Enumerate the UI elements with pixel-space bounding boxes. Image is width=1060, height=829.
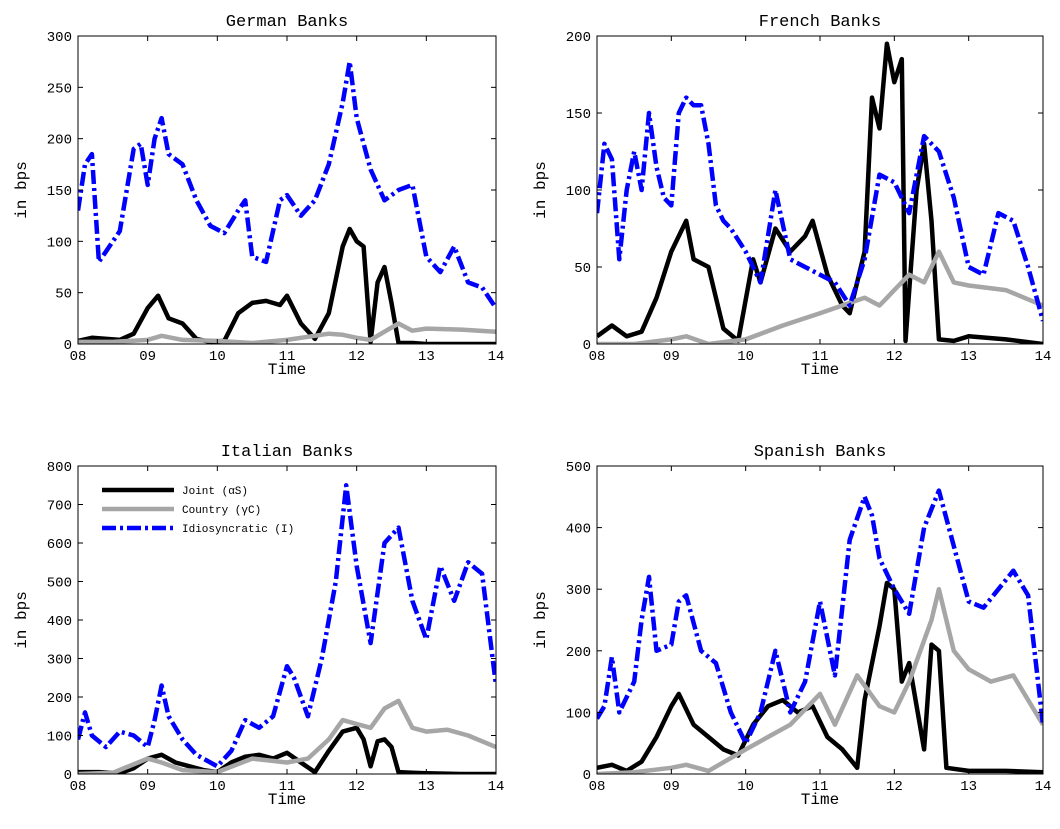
series-line-country — [597, 586, 1043, 774]
y-tick-label: 150 — [47, 184, 72, 200]
axes-box — [596, 465, 1044, 775]
x-tick-label: 08 — [589, 779, 606, 795]
y-tick-label: 800 — [47, 460, 72, 476]
series-group — [78, 483, 496, 774]
y-tick-label: 700 — [47, 499, 72, 515]
y-tick-label: 100 — [566, 184, 591, 200]
y-tick-label: 100 — [47, 235, 72, 251]
y-axis-label: in bps — [532, 161, 550, 219]
y-tick-label: 0 — [583, 338, 591, 354]
axes-box — [596, 35, 1044, 345]
x-axis-label: Time — [268, 791, 306, 809]
legend: Joint (αS) Country (γC) Idiosyncratic (I) — [102, 486, 294, 536]
chart-title: Spanish Banks — [754, 443, 887, 462]
x-tick-label: 09 — [663, 349, 680, 365]
x-tick-label: 12 — [886, 779, 903, 795]
legend-label: Joint (αS) — [182, 486, 248, 498]
x-tick-label: 10 — [737, 779, 754, 795]
series-line-country — [78, 698, 496, 774]
panel-french-banks: 08 09 10 11 12 13 14 0 50 100 150 200 French Banks Ti… — [532, 13, 1051, 379]
series-line-joint — [597, 580, 1043, 774]
x-tick-label: 10 — [209, 779, 226, 795]
x-axis-label: Time — [801, 361, 839, 379]
series-line-joint — [78, 226, 496, 344]
y-tick-label: 300 — [47, 30, 72, 46]
y-tick-label: 100 — [47, 730, 72, 746]
series-line-idiosyncratic — [597, 488, 1043, 746]
chart-title: French Banks — [759, 13, 881, 32]
x-tick-label: 13 — [960, 779, 977, 795]
series-line-idiosyncratic — [78, 59, 496, 310]
legend-label: Idiosyncratic (I) — [182, 524, 294, 536]
x-tick-label: 14 — [1035, 349, 1052, 365]
series-line-country — [597, 249, 1043, 344]
y-tick-label: 500 — [566, 460, 591, 476]
x-tick-label: 14 — [488, 779, 505, 795]
y-tick-label: 300 — [47, 653, 72, 669]
x-tick-label: 09 — [663, 779, 680, 795]
x-tick-label: 13 — [418, 349, 435, 365]
y-axis-label: in bps — [13, 591, 31, 649]
y-tick-label: 500 — [47, 576, 72, 592]
x-tick-label: 11 — [279, 349, 296, 365]
x-tick-label: 10 — [737, 349, 754, 365]
x-tick-label: 14 — [1035, 779, 1052, 795]
y-tick-label: 50 — [574, 261, 591, 277]
legend-label: Country (γC) — [182, 505, 261, 517]
series-line-country — [78, 321, 496, 344]
y-tick-label: 150 — [566, 107, 591, 123]
y-tick-label: 200 — [566, 30, 591, 46]
x-tick-label: 08 — [589, 349, 606, 365]
x-tick-label: 13 — [418, 779, 435, 795]
x-axis-label: Time — [801, 791, 839, 809]
x-axis-label: Time — [268, 361, 306, 379]
chart-title: German Banks — [226, 13, 348, 32]
y-tick-label: 200 — [566, 645, 591, 661]
y-tick-label: 600 — [47, 537, 72, 553]
y-tick-label: 200 — [47, 133, 72, 149]
y-tick-label: 400 — [47, 614, 72, 630]
y-tick-label: 0 — [64, 338, 72, 354]
y-axis-label: in bps — [13, 161, 31, 219]
series-line-joint — [597, 41, 1043, 344]
y-tick-label: 400 — [566, 522, 591, 538]
x-tick-label: 08 — [70, 349, 87, 365]
x-tick-label: 12 — [348, 349, 365, 365]
y-tick-label: 0 — [64, 768, 72, 784]
axes-box — [77, 465, 497, 775]
y-tick-label: 250 — [47, 81, 72, 97]
panel-italian-banks: 08 09 10 11 12 13 14 0 100 200 300 400 500 600 700 800 I… — [13, 443, 504, 809]
x-tick-label: 11 — [812, 779, 829, 795]
panel-german-banks: 08 09 10 11 12 13 14 0 50 100 150 200 250 300 German B… — [13, 13, 504, 379]
y-tick-label: 100 — [566, 706, 591, 722]
y-tick-label: 0 — [583, 768, 591, 784]
series-line-joint — [78, 725, 496, 774]
y-tick-label: 300 — [566, 583, 591, 599]
x-tick-label: 14 — [488, 349, 505, 365]
series-group — [597, 488, 1043, 774]
y-tick-label: 50 — [55, 287, 72, 303]
series-group — [597, 41, 1043, 344]
x-tick-label: 11 — [279, 779, 296, 795]
series-group — [78, 59, 496, 344]
series-line-idiosyncratic — [597, 95, 1043, 322]
x-tick-label: 09 — [139, 779, 156, 795]
panel-spanish-banks: 08 09 10 11 12 13 14 0 100 200 300 400 500 Spanish Ba… — [532, 443, 1051, 809]
y-axis-label: in bps — [532, 591, 550, 649]
y-tick-label: 200 — [47, 691, 72, 707]
chart-title: Italian Banks — [221, 443, 354, 462]
x-tick-label: 12 — [886, 349, 903, 365]
x-tick-label: 13 — [960, 349, 977, 365]
x-tick-label: 11 — [812, 349, 829, 365]
x-tick-label: 12 — [348, 779, 365, 795]
series-line-idiosyncratic — [78, 483, 496, 769]
x-tick-label: 09 — [139, 349, 156, 365]
x-tick-label: 08 — [70, 779, 87, 795]
x-tick-label: 10 — [209, 349, 226, 365]
